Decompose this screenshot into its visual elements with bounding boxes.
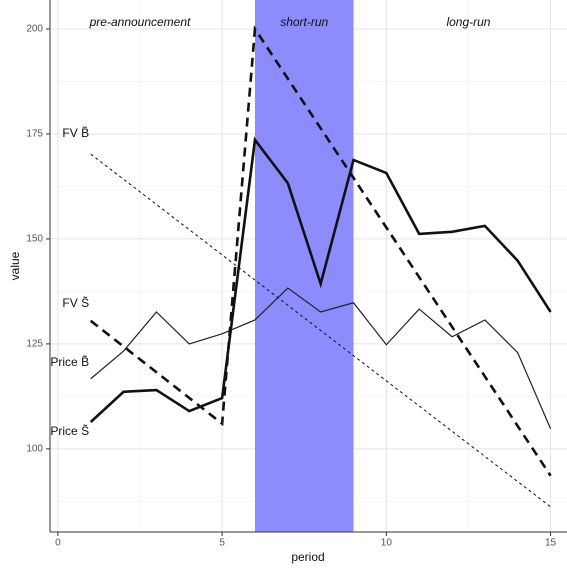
x-tick-label: 5 (219, 538, 225, 549)
y-tick-label: 150 (26, 234, 43, 245)
line-series (89, 25, 552, 477)
annotation: Price S̃ (50, 423, 89, 438)
x-tick-label: 10 (381, 538, 393, 549)
y-tick-label: 200 (26, 24, 43, 35)
annotation: FV S̃ (62, 295, 89, 310)
y-axis-title: value (8, 251, 22, 280)
y-tick-label: 125 (26, 339, 43, 350)
annotation: long-run (446, 15, 490, 29)
line-series (90, 153, 551, 508)
y-tick-label: 175 (26, 129, 43, 140)
annotation: pre-announcement (89, 15, 191, 29)
annotation: FV B̃ (62, 125, 89, 140)
y-tick-label: 100 (26, 444, 43, 455)
x-tick-label: 0 (55, 538, 61, 549)
x-tick-label: 15 (545, 538, 557, 549)
line-series (90, 287, 552, 429)
annotation: short-run (280, 15, 328, 29)
annotation: Price B̃ (50, 354, 89, 369)
line-series (89, 136, 552, 423)
x-axis-title: period (291, 550, 324, 564)
shaded-region (254, 0, 354, 532)
